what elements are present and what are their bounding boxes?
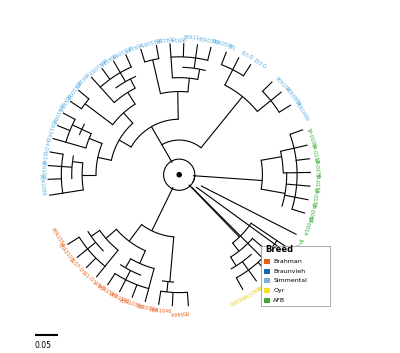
Text: PER221: PER221 xyxy=(243,283,261,299)
Text: 169-D: 169-D xyxy=(90,279,106,292)
Text: AFB: AFB xyxy=(273,298,285,303)
Text: Simmental: Simmental xyxy=(273,278,307,283)
Text: PER10b: PER10b xyxy=(274,76,292,93)
Text: 163-D: 163-D xyxy=(40,150,46,165)
Text: PER14: PER14 xyxy=(170,35,186,41)
Text: VP-007B: VP-007B xyxy=(313,158,320,179)
Text: TP-001A: TP-001A xyxy=(302,214,312,235)
Text: 0.05: 0.05 xyxy=(35,341,52,350)
Text: PER1556: PER1556 xyxy=(49,227,65,249)
Bar xyxy=(264,279,270,283)
Text: PER135: PER135 xyxy=(72,71,88,88)
Text: PER11: PER11 xyxy=(184,35,200,41)
Bar xyxy=(264,298,270,303)
Text: Braunvieh: Braunvieh xyxy=(273,269,305,274)
Text: 153-D: 153-D xyxy=(252,58,268,70)
Text: PER048b: PER048b xyxy=(293,101,309,122)
Text: PER91C: PER91C xyxy=(56,92,70,112)
Text: PER1046: PER1046 xyxy=(150,308,172,314)
Text: Brahman: Brahman xyxy=(273,259,302,264)
Bar xyxy=(264,288,270,293)
Text: PER986: PER986 xyxy=(268,263,284,281)
Text: PER3101: PER3101 xyxy=(57,242,75,263)
Text: VP-013A: VP-013A xyxy=(311,186,318,208)
Text: PER134: PER134 xyxy=(45,118,55,138)
Text: PER444: PER444 xyxy=(170,309,189,315)
Bar xyxy=(264,269,270,274)
Text: TP-006B: TP-006B xyxy=(307,201,316,222)
Text: PER880: PER880 xyxy=(228,292,247,306)
Text: TP-013A: TP-013A xyxy=(314,172,319,193)
Text: VP-003A: VP-003A xyxy=(276,254,292,274)
Text: Oyr: Oyr xyxy=(273,288,284,293)
Text: PER1591: PER1591 xyxy=(108,292,131,305)
Text: PER1087: PER1087 xyxy=(50,102,63,124)
Text: PER046: PER046 xyxy=(280,250,295,269)
Text: PER050b: PER050b xyxy=(212,40,235,50)
Text: 161-D: 161-D xyxy=(80,270,95,283)
Text: PER030p: PER030p xyxy=(198,37,221,45)
Text: IS1: IS1 xyxy=(227,44,236,52)
Text: PER138: PER138 xyxy=(155,34,175,42)
Text: PER1093: PER1093 xyxy=(86,56,106,75)
Polygon shape xyxy=(177,173,181,177)
Text: PER1086: PER1086 xyxy=(38,174,46,197)
Text: TP-019A: TP-019A xyxy=(290,236,304,256)
Text: IS3-D: IS3-D xyxy=(240,50,254,61)
Text: PER131: PER131 xyxy=(97,51,116,66)
Bar xyxy=(264,259,270,264)
Text: VP-010D: VP-010D xyxy=(310,143,320,165)
Text: PER137: PER137 xyxy=(122,40,142,52)
Text: PER108: PER108 xyxy=(39,160,45,180)
Text: PER088b: PER088b xyxy=(284,87,302,108)
Text: 184-D: 184-D xyxy=(42,136,50,151)
Text: PER030p: PER030p xyxy=(135,304,158,312)
Text: PER1550: PER1550 xyxy=(96,285,118,299)
Text: TP-027A: TP-027A xyxy=(260,270,278,288)
Text: PER1085: PER1085 xyxy=(138,35,161,46)
Text: Breed: Breed xyxy=(266,245,294,255)
Text: PER1069: PER1069 xyxy=(110,43,132,58)
Text: TP-010A: TP-010A xyxy=(306,127,317,148)
Text: PER020: PER020 xyxy=(255,275,272,291)
Text: PER1033p: PER1033p xyxy=(118,298,144,309)
Bar xyxy=(261,246,330,306)
Text: 3107-D: 3107-D xyxy=(68,257,84,273)
Text: PER1090: PER1090 xyxy=(64,78,80,100)
